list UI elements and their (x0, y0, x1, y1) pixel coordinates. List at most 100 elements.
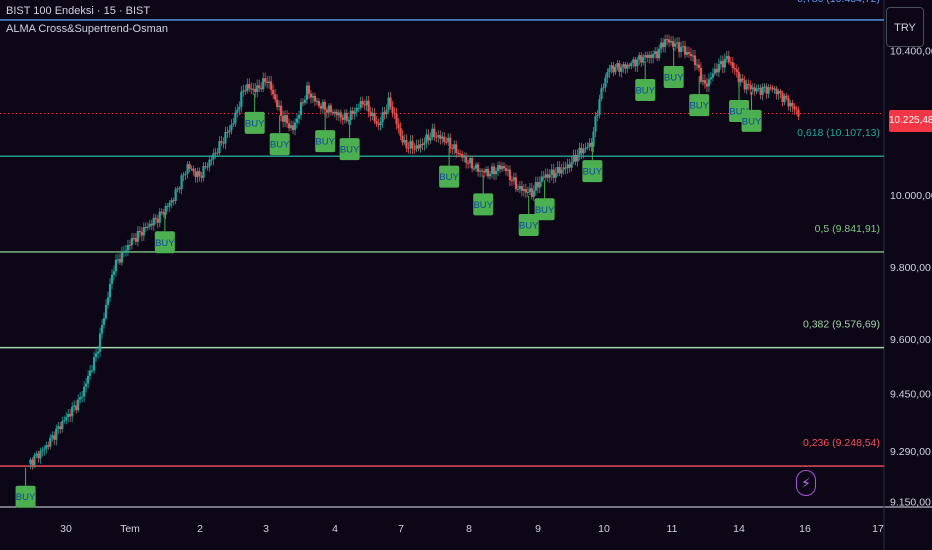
candle-body (461, 154, 464, 158)
candle-body (224, 131, 227, 144)
candle-body (87, 375, 90, 384)
candle-body (291, 125, 295, 130)
buy-badge (663, 66, 684, 89)
fib-label: 0,236 (9.248,54) (803, 437, 880, 449)
candle-body (186, 164, 189, 174)
candle-body (365, 100, 368, 106)
indicator-label[interactable]: ALMA Cross&Supertrend-Osman (6, 23, 169, 35)
candle-body (496, 165, 500, 172)
time-axis[interactable]: 30 Tem 2 3 4 7 8 9 10 11 14 16 17 (60, 523, 884, 535)
candle-body (654, 51, 657, 55)
candle-body (359, 101, 362, 108)
candle-body (313, 95, 317, 102)
last-price-tag: 10.225,48 (889, 110, 932, 132)
candle-body (554, 173, 557, 178)
candle-body (717, 64, 720, 73)
candle-body (542, 176, 545, 178)
candle-body (471, 158, 474, 169)
candle-body (469, 158, 472, 163)
candle-body (184, 173, 187, 175)
buy-label: BUY (635, 86, 655, 97)
candle-body (616, 63, 619, 68)
candle-body (646, 55, 649, 58)
candle-body (441, 136, 444, 139)
candle-body (355, 107, 358, 112)
fib-label: 0,786 (10.484,72) (797, 0, 880, 5)
candle-body (713, 68, 716, 74)
candle-body (528, 188, 531, 193)
fib-label: 0,5 (9.841,91) (815, 223, 880, 235)
candle-body (793, 106, 796, 110)
candle-body (508, 169, 512, 181)
candle-body (206, 166, 209, 168)
currency-button[interactable]: TRY (886, 7, 924, 47)
candle-body (357, 107, 360, 109)
symbol-title[interactable]: BIST 100 Endeksi · 15 · BIST (6, 5, 151, 17)
candle-body (122, 251, 126, 253)
candle-body (71, 406, 74, 417)
candle-body (92, 357, 96, 371)
buy-badge (582, 160, 603, 183)
candle-body (132, 238, 135, 240)
price-tick-label: 10.000,00 (890, 190, 932, 202)
candle-body (67, 413, 70, 418)
price-axis[interactable]: 10.400,00 10.000,00 9.800,00 9.600,00 9.450,… (890, 46, 932, 509)
candle-body (158, 211, 161, 223)
candle-body (144, 227, 147, 229)
candle-body (146, 226, 149, 228)
candle-body (532, 190, 535, 197)
candle-body (375, 121, 378, 124)
candle-body (437, 135, 440, 137)
buy-badge (534, 198, 555, 221)
buy-signal: BUY (269, 115, 290, 156)
candle-body (729, 62, 732, 64)
candle-body (202, 166, 205, 178)
candle-body (709, 77, 712, 80)
candle-body (679, 46, 683, 52)
buy-label: BUY (689, 101, 709, 112)
buy-badge (635, 79, 656, 102)
candle-body (566, 164, 569, 169)
price-tick-label: 9.600,00 (890, 334, 931, 346)
price-tick-label: 9.150,00 (890, 497, 931, 509)
buy-badge (473, 193, 494, 216)
candle-body (634, 59, 637, 67)
candle-body (417, 145, 420, 149)
candle-body (687, 51, 691, 54)
candle-body (266, 81, 269, 83)
candle-body (114, 259, 118, 272)
buy-label: BUY (340, 145, 360, 156)
buy-badge (244, 111, 265, 134)
candle-body (226, 131, 229, 133)
candle-body (108, 283, 112, 298)
candle-body (743, 80, 746, 90)
candle-body (268, 81, 271, 83)
candle-body (455, 144, 458, 153)
candle-body (39, 450, 42, 459)
candle-body (626, 64, 629, 69)
candle-body (642, 57, 645, 63)
time-tick-label: 8 (466, 523, 472, 535)
candle-body (126, 245, 130, 251)
lightning-icon[interactable]: ⚡︎ (796, 470, 816, 496)
candle-body (494, 171, 498, 175)
candle-body (771, 87, 774, 90)
candle-body (353, 111, 356, 114)
candle-body (31, 459, 34, 466)
candle-body (588, 142, 591, 148)
candle-body (160, 211, 163, 213)
candle-body (662, 42, 665, 48)
candle-body (681, 46, 685, 48)
candle-body (234, 112, 237, 124)
candle-body (628, 64, 631, 67)
candle-body (47, 445, 50, 447)
candle-body (594, 116, 597, 132)
candle-body (486, 168, 490, 177)
buy-signal: BUY (663, 48, 684, 89)
time-tick-label: 7 (398, 523, 404, 535)
candle-body (317, 101, 321, 106)
candle-body (242, 90, 245, 92)
candle-body (568, 164, 571, 168)
candle-body (465, 155, 468, 163)
